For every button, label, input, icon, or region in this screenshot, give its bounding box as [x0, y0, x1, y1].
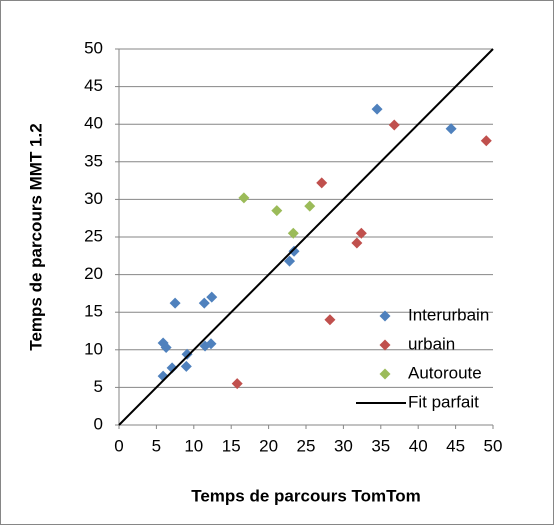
x-tick-label: 20	[259, 436, 278, 455]
fit-line	[118, 48, 494, 426]
y-tick-label: 35	[84, 151, 103, 170]
y-tick-label: 15	[84, 302, 103, 321]
point	[304, 200, 316, 212]
point	[180, 360, 192, 372]
y-tick-label: 5	[94, 377, 103, 396]
y-tick-label: 30	[84, 189, 103, 208]
y-tick-label: 10	[84, 339, 103, 358]
y-tick-label: 45	[84, 76, 103, 95]
x-tick-label: 45	[446, 436, 465, 455]
point	[324, 314, 336, 326]
y-axis-title: Temps de parcours MMT 1.2	[26, 123, 45, 350]
x-tick-label: 25	[297, 436, 316, 455]
point	[351, 237, 363, 249]
x-tick-label: 40	[409, 436, 428, 455]
point	[181, 348, 193, 360]
point	[480, 135, 492, 147]
y-tick-label: 0	[94, 414, 103, 433]
x-tick-label: 0	[114, 436, 123, 455]
x-tick-label: 15	[222, 436, 241, 455]
point	[284, 255, 296, 267]
y-tick-label: 20	[84, 264, 103, 283]
point	[316, 177, 328, 189]
point	[169, 297, 181, 309]
point	[160, 342, 172, 354]
legend-label: Interurbain	[408, 305, 489, 324]
point	[198, 297, 210, 309]
point	[166, 362, 178, 374]
legend-label: urbain	[408, 334, 455, 353]
x-axis-title: Temps de parcours TomTom	[191, 486, 421, 505]
point	[445, 123, 457, 135]
point	[287, 227, 299, 239]
y-tick-label: 40	[84, 114, 103, 133]
x-tick-label: 5	[152, 436, 161, 455]
point	[271, 205, 283, 217]
point	[205, 338, 217, 350]
y-tick-label: 50	[84, 38, 103, 57]
x-tick-label: 50	[484, 436, 503, 455]
legend-label: Fit parfait	[408, 392, 479, 411]
legend-swatch	[379, 339, 391, 351]
legend-swatch	[379, 368, 391, 380]
x-tick-label: 35	[371, 436, 390, 455]
point	[288, 245, 300, 257]
point	[388, 119, 400, 131]
x-tick-label: 30	[334, 436, 353, 455]
x-tick-label: 10	[184, 436, 203, 455]
point	[231, 378, 243, 390]
point	[238, 192, 250, 204]
y-tick-label: 25	[84, 226, 103, 245]
legend-swatch	[379, 310, 391, 322]
point	[371, 103, 383, 115]
point	[206, 291, 218, 303]
point	[355, 227, 367, 239]
legend-label: Autoroute	[408, 363, 482, 382]
